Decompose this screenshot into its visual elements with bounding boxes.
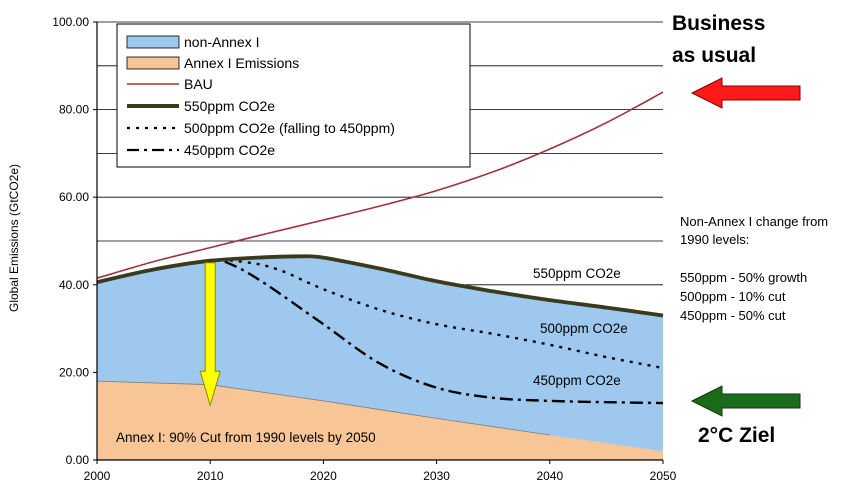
- bau-red-arrow: [690, 77, 801, 109]
- line-bau: [96, 91, 664, 279]
- line-550ppm: [96, 254, 664, 318]
- reduction-arrow: [199, 262, 221, 408]
- legend: non-Annex I Annex I Emissions BAU 550ppm…: [116, 23, 471, 168]
- annotation-500: 500ppm CO2e: [540, 321, 628, 336]
- legend-label-550: 550ppm CO2e: [184, 98, 275, 114]
- y-tick-label: 20.00: [59, 365, 89, 379]
- bau-title-line-2: as usual: [672, 44, 756, 67]
- area-annex: [97, 381, 663, 460]
- series-lines: [96, 91, 664, 405]
- area-annex-edge: [96, 380, 550, 436]
- side-note-line-5: 450ppm - 50% cut: [680, 308, 786, 323]
- y-axis-label: Global Emissions (GtCO2e): [7, 164, 21, 312]
- x-tick-label: 2050: [650, 469, 677, 483]
- y-tick-label: 100.00: [52, 15, 89, 29]
- legend-swatch-non-annex: [126, 35, 180, 49]
- yellow-down-arrow: [199, 262, 221, 408]
- legend-swatch-annex: [126, 56, 180, 70]
- side-note: Non-Annex I change from 1990 levels: 550…: [680, 214, 828, 323]
- legend-label-annex: Annex I Emissions: [184, 55, 299, 71]
- side-note-line-1: Non-Annex I change from: [680, 214, 828, 229]
- side-note-line-4: 500ppm - 10% cut: [680, 289, 786, 304]
- x-tick-label: 2010: [197, 469, 224, 483]
- legend-label-bau: BAU: [184, 76, 213, 92]
- annotation-450: 450ppm CO2e: [533, 373, 621, 388]
- tick-labels: 0.00 20.00 40.00 60.00 80.00 100.00 2000 2010 20…: [52, 15, 676, 483]
- annotation-annex-cut: Annex I: 90% Cut from 1990 levels by 205…: [116, 430, 376, 445]
- legend-label-non-annex: non-Annex I: [184, 34, 260, 50]
- y-tick-label: 40.00: [59, 278, 89, 292]
- line-500ppm: [96, 259, 664, 370]
- legend-label-450: 450ppm CO2e: [184, 142, 275, 158]
- y-tick-label: 60.00: [59, 190, 89, 204]
- side-note-line-2: 1990 levels:: [680, 232, 749, 247]
- y-tick-label: 0.00: [66, 453, 90, 467]
- goal-label: 2°C Ziel: [698, 424, 775, 447]
- y-tick-label: 80.00: [59, 103, 89, 117]
- x-tick-label: 2020: [310, 469, 337, 483]
- x-tick-label: 2040: [536, 469, 563, 483]
- axes: [93, 21, 664, 464]
- goal-green-arrow: [690, 385, 801, 417]
- stacked-areas: [96, 256, 663, 460]
- legend-label-500: 500ppm CO2e (falling to 450ppm): [184, 120, 395, 136]
- side-note-line-3: 550ppm - 50% growth: [680, 270, 807, 285]
- annotation-550: 550ppm CO2e: [533, 266, 621, 281]
- x-tick-label: 2000: [84, 469, 111, 483]
- x-tick-label: 2030: [423, 469, 450, 483]
- bau-title-line-1: Business: [672, 12, 765, 35]
